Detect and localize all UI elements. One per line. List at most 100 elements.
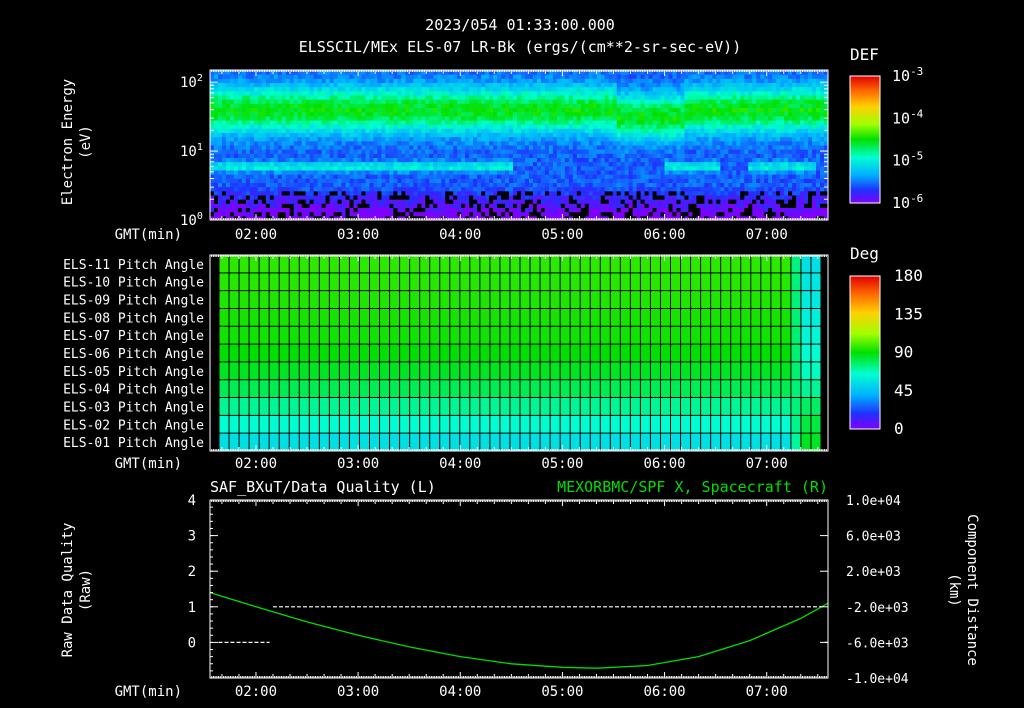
spectrogram-cell xyxy=(744,157,749,163)
spectrogram-cell xyxy=(229,145,235,150)
spectrogram-cell xyxy=(481,78,486,83)
spectrogram-cell xyxy=(253,99,259,104)
spectrogram-cell xyxy=(572,140,578,146)
spectrogram-cell xyxy=(409,78,414,83)
spectrogram-cell xyxy=(672,182,677,188)
spectrogram-cell xyxy=(437,103,442,108)
spectrogram-cell xyxy=(632,174,638,179)
spectrogram-cell xyxy=(273,195,279,200)
spectrogram-cell xyxy=(752,124,757,129)
spectrogram-cell xyxy=(349,111,355,117)
spectrogram-cell xyxy=(469,174,474,179)
spectrogram-cell xyxy=(377,190,382,196)
spectrogram-cell xyxy=(273,203,279,208)
spectrogram-cell xyxy=(708,190,713,196)
spectrogram-cell xyxy=(210,211,215,217)
spectrogram-cell xyxy=(481,182,486,188)
spectrogram-cell xyxy=(728,124,733,129)
spectrogram-cell xyxy=(652,207,658,213)
spectrogram-cell xyxy=(720,90,725,96)
spectrogram-cell xyxy=(329,128,335,133)
spectrogram-cell xyxy=(524,195,530,200)
spectrogram-cell xyxy=(269,186,275,192)
spectrogram-cell xyxy=(465,145,470,150)
spectrogram-cell xyxy=(229,203,235,208)
spectrogram-cell xyxy=(473,203,478,208)
spectrogram-cell xyxy=(317,145,323,150)
spectrogram-cell xyxy=(261,165,267,171)
spectrogram-cell xyxy=(473,103,478,108)
spectrogram-cell xyxy=(489,107,494,113)
spectrogram-cell xyxy=(568,86,574,92)
spectrogram-cell xyxy=(317,128,323,133)
spectrogram-cell xyxy=(752,111,757,117)
spectrogram-cell xyxy=(652,195,658,200)
spectrogram-cell xyxy=(353,161,359,167)
spectrogram-cell xyxy=(588,145,594,150)
spectrogram-cell xyxy=(425,140,430,146)
spectrogram-cell xyxy=(357,90,363,96)
spectrogram-cell xyxy=(369,161,374,167)
spectrogram-cell xyxy=(345,128,351,133)
spectrogram-cell xyxy=(744,182,749,188)
spectrogram-cell xyxy=(373,74,378,79)
spectrogram-cell xyxy=(421,161,426,167)
spectrogram-cell xyxy=(409,140,414,146)
spectrogram-cell xyxy=(393,178,398,183)
spectrogram-cell xyxy=(672,82,677,88)
spectrogram-cell xyxy=(704,186,709,192)
spectrogram-cell xyxy=(273,70,279,75)
spectrogram-cell xyxy=(540,211,546,217)
spectrogram-cell xyxy=(229,74,235,79)
spectrogram-cell xyxy=(233,195,239,200)
spectrogram-cell xyxy=(265,70,271,75)
spectrogram-cell xyxy=(752,103,757,108)
spectrogram-cell xyxy=(616,145,622,150)
spectrogram-cell xyxy=(265,157,271,163)
spectrogram-cell xyxy=(273,140,279,146)
spectrogram-cell xyxy=(540,111,546,117)
spectrogram-cell xyxy=(253,203,259,208)
spectrogram-cell xyxy=(544,161,550,167)
spectrogram-cell xyxy=(425,107,430,113)
spectrogram-cell xyxy=(620,82,626,88)
spectrogram-cell xyxy=(441,124,446,129)
spectrogram-cell xyxy=(572,95,578,100)
spectrogram-cell xyxy=(485,165,490,171)
spectrogram-cell xyxy=(552,103,558,108)
spectrogram-cell xyxy=(345,82,351,88)
spectrogram-cell xyxy=(544,90,550,96)
spectrogram-cell xyxy=(656,190,662,196)
spectrogram-cell xyxy=(636,136,642,142)
spectrogram-cell xyxy=(648,157,654,163)
spectrogram-cell xyxy=(720,111,725,117)
spectrogram-cell xyxy=(528,78,534,83)
spectrogram-cell xyxy=(273,186,279,192)
spectrogram-cell xyxy=(481,132,486,138)
spectrogram-cell xyxy=(548,215,554,221)
spectrogram-cell xyxy=(684,95,689,100)
spectrogram-cell xyxy=(524,124,530,129)
spectrogram-cell xyxy=(361,153,366,158)
spectrogram-cell xyxy=(497,132,502,138)
spectrogram-cell xyxy=(453,157,458,163)
spectrogram-cell xyxy=(341,190,347,196)
spectrogram-cell xyxy=(389,178,394,183)
spectrogram-cell xyxy=(513,111,518,117)
spectrogram-cell xyxy=(469,99,474,104)
spectrogram-cell xyxy=(329,186,335,192)
spectrogram-cell xyxy=(704,182,709,188)
spectrogram-cell xyxy=(688,174,693,179)
spectrogram-cell xyxy=(544,107,550,113)
spectrogram-cell xyxy=(712,103,717,108)
spectrogram-cell xyxy=(688,74,693,79)
spectrogram-cell xyxy=(604,140,610,146)
spectrogram-cell xyxy=(608,128,614,133)
spectrogram-cell xyxy=(457,182,462,188)
spectrogram-cell xyxy=(548,107,554,113)
spectrogram-cell xyxy=(596,165,602,171)
spectrogram-cell xyxy=(281,107,287,113)
spectrogram-cell xyxy=(744,207,749,213)
spectrogram-cell xyxy=(640,107,646,113)
spectrogram-cell xyxy=(572,136,578,142)
